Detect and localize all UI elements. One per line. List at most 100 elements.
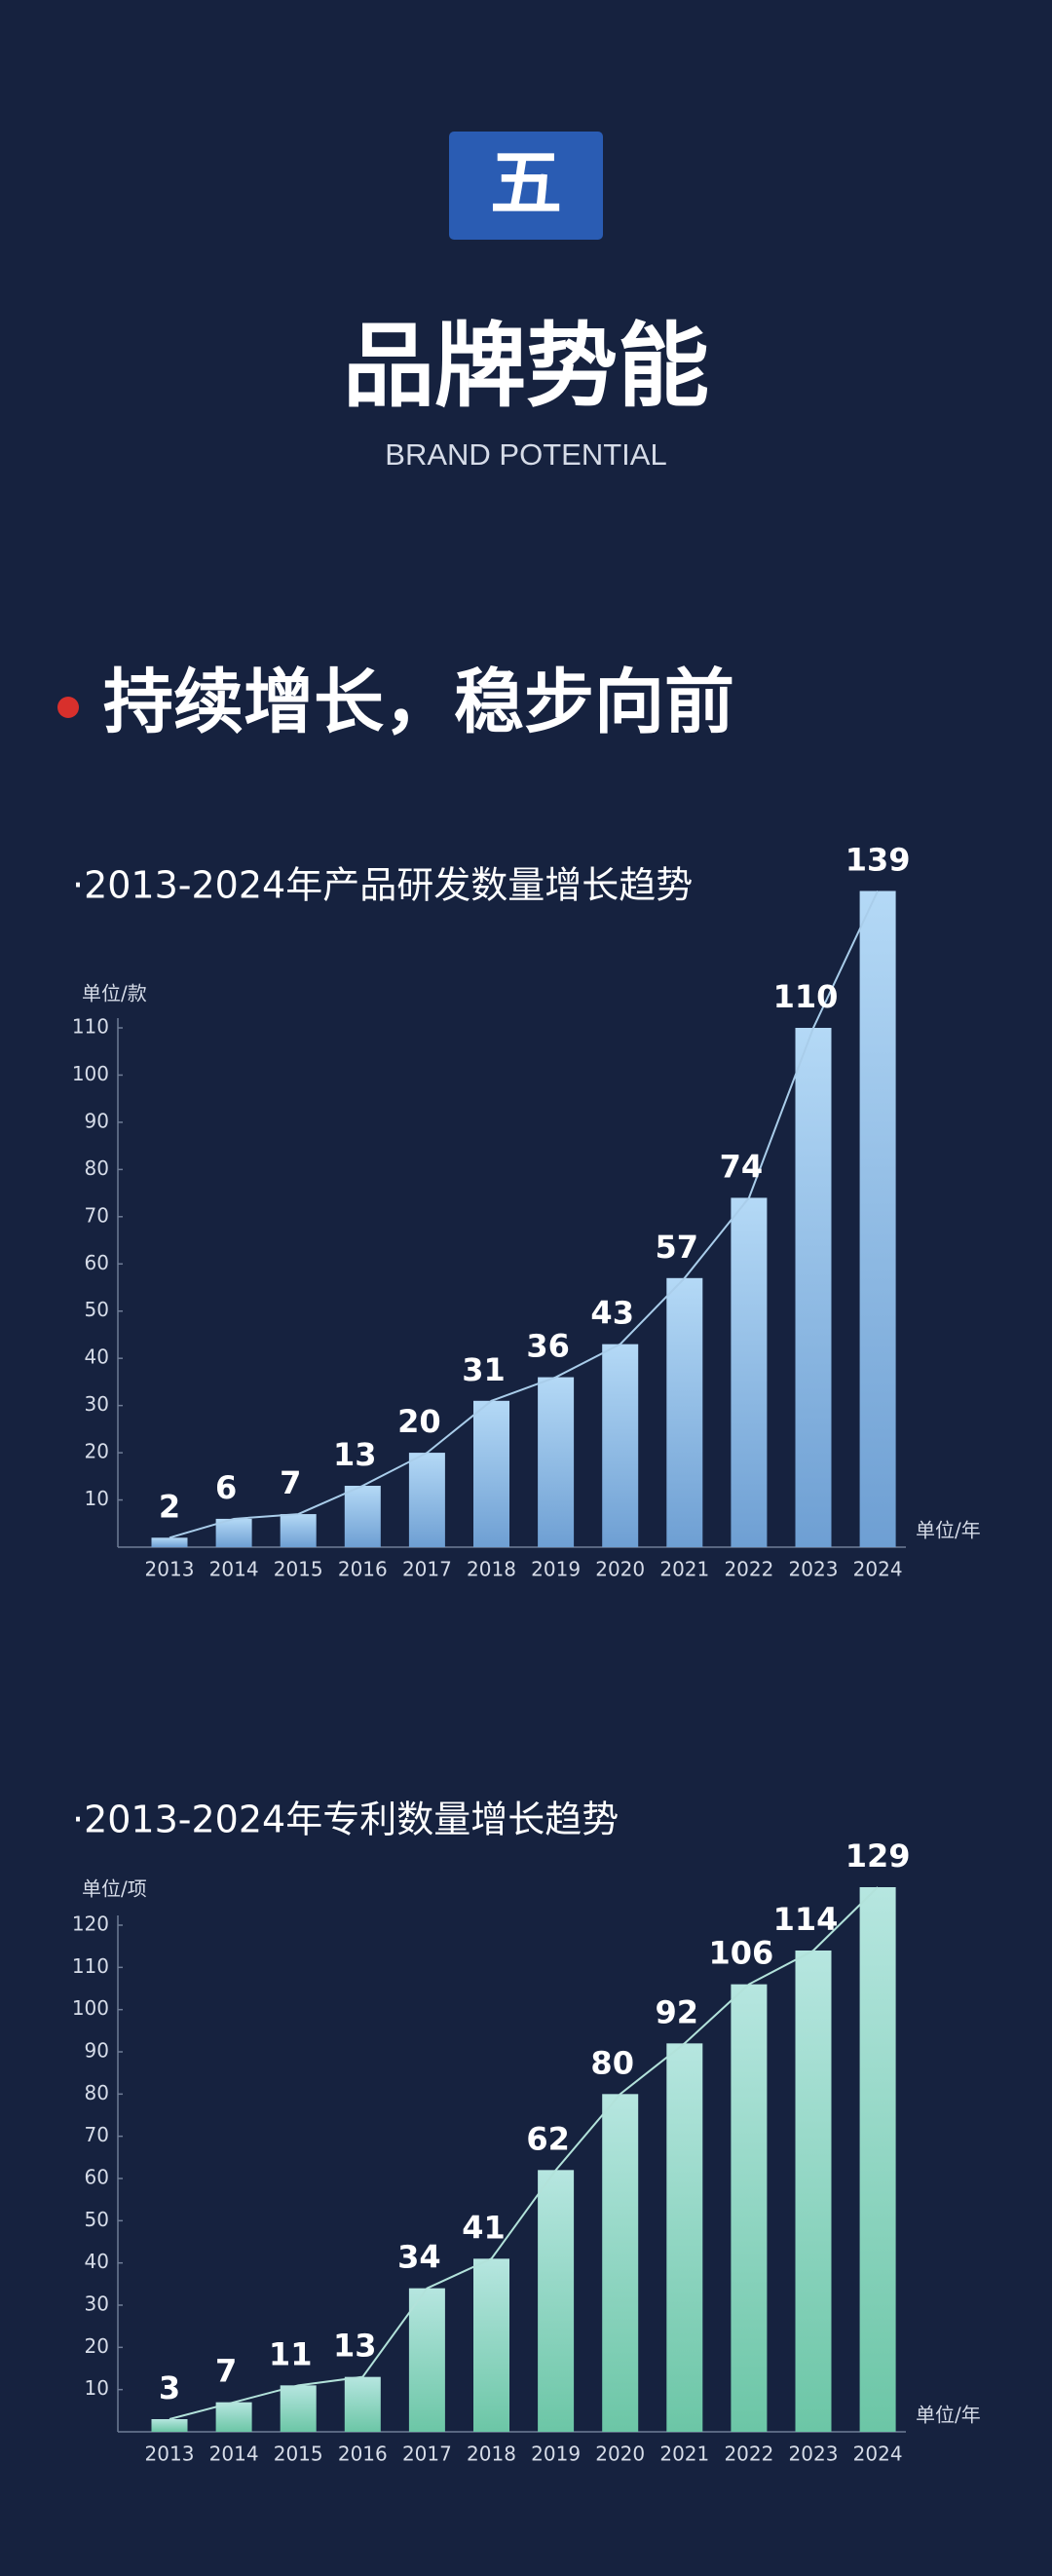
badge-box — [449, 132, 603, 240]
data-label: 106 — [709, 1935, 774, 1972]
x-tick-label: 2024 — [853, 1558, 903, 1581]
chart-title: ·2013-2024年专利数量增长趋势 — [72, 1799, 619, 1841]
data-label: 11 — [269, 2335, 313, 2372]
data-label: 139 — [845, 841, 911, 878]
x-tick-label: 2021 — [659, 1558, 709, 1581]
y-tick-label: 90 — [85, 2039, 109, 2063]
bar — [538, 2170, 575, 2432]
bar — [731, 1197, 768, 1547]
x-tick-label: 2020 — [595, 2443, 645, 2466]
data-label: 41 — [462, 2209, 506, 2246]
y-tick-label: 100 — [72, 1996, 109, 2020]
data-label: 7 — [280, 1464, 301, 1501]
x-tick-label: 2014 — [209, 1558, 259, 1581]
x-axis-label: 单位/年 — [916, 2404, 981, 2427]
data-label: 36 — [526, 1328, 570, 1365]
y-tick-label: 50 — [85, 1298, 109, 1321]
data-label: 92 — [656, 1993, 699, 2030]
y-tick-label: 110 — [72, 1015, 109, 1039]
x-tick-label: 2013 — [145, 2443, 195, 2466]
bar — [473, 2258, 509, 2432]
bar — [151, 2419, 188, 2432]
data-label: 34 — [397, 2239, 441, 2276]
x-tick-label: 2023 — [789, 2443, 839, 2466]
bar — [215, 2402, 252, 2432]
x-tick-label: 2017 — [402, 2443, 452, 2466]
y-tick-label: 30 — [85, 2292, 109, 2316]
x-tick-label: 2018 — [467, 1558, 516, 1581]
section-title: 持续增长，稳步向前 — [103, 662, 734, 743]
bar — [795, 1951, 832, 2432]
x-tick-label: 2022 — [724, 2443, 773, 2466]
data-label: 62 — [526, 2120, 570, 2157]
x-tick-label: 2019 — [531, 2443, 581, 2466]
chart-title: ·2013-2024年产品研发数量增长趋势 — [72, 864, 693, 907]
bar — [538, 1377, 575, 1547]
bar — [602, 1344, 639, 1547]
data-label: 114 — [773, 1901, 839, 1938]
data-label: 80 — [590, 2044, 634, 2081]
x-tick-label: 2019 — [531, 1558, 581, 1581]
data-label: 2 — [159, 1488, 180, 1525]
data-label: 6 — [215, 1469, 237, 1506]
bar — [859, 890, 896, 1547]
data-label: 43 — [590, 1295, 634, 1332]
data-label: 3 — [159, 2369, 180, 2406]
x-tick-label: 2013 — [145, 1558, 195, 1581]
x-tick-label: 2020 — [595, 1558, 645, 1581]
y-tick-label: 80 — [85, 2081, 109, 2104]
y-tick-label: 60 — [85, 1251, 109, 1274]
bar — [666, 1277, 703, 1547]
y-tick-label: 100 — [72, 1062, 109, 1085]
bar — [666, 2043, 703, 2432]
y-tick-label: 60 — [85, 2166, 109, 2189]
x-tick-label: 2024 — [853, 2443, 903, 2466]
x-tick-label: 2018 — [467, 2443, 516, 2466]
bar — [408, 1453, 445, 1547]
y-tick-label: 110 — [72, 1954, 109, 1978]
y-tick-label: 30 — [85, 1392, 109, 1416]
x-axis-label: 单位/年 — [916, 1519, 981, 1542]
x-tick-label: 2015 — [274, 1558, 323, 1581]
data-label: 13 — [333, 2328, 377, 2365]
data-label: 20 — [397, 1403, 441, 1440]
title: 品牌势能 — [343, 314, 709, 420]
y-tick-label: 50 — [85, 2208, 109, 2231]
bar — [473, 1400, 509, 1547]
data-label: 31 — [462, 1351, 506, 1388]
data-label: 13 — [333, 1436, 377, 1473]
x-tick-label: 2016 — [338, 1558, 388, 1581]
y-tick-label: 40 — [85, 1345, 109, 1369]
y-tick-label: 20 — [85, 1440, 109, 1463]
bar — [859, 1887, 896, 2432]
y-tick-label: 120 — [72, 1913, 109, 1936]
x-tick-label: 2017 — [402, 1558, 452, 1581]
trend-line — [169, 1886, 879, 2420]
bar — [344, 1486, 381, 1547]
y-tick-label: 10 — [85, 2376, 109, 2400]
y-tick-label: 10 — [85, 1487, 109, 1510]
bar — [280, 2385, 317, 2432]
x-tick-label: 2015 — [274, 2443, 323, 2466]
subtitle: BRAND POTENTIAL — [385, 437, 666, 472]
x-tick-label: 2022 — [724, 1558, 773, 1581]
bullet — [57, 697, 79, 718]
bar — [151, 1537, 188, 1547]
data-label: 57 — [656, 1229, 699, 1266]
y-tick-label: 80 — [85, 1156, 109, 1180]
data-label: 74 — [720, 1148, 764, 1185]
data-label: 7 — [215, 2353, 237, 2390]
bar — [215, 1518, 252, 1547]
x-tick-label: 2023 — [789, 1558, 839, 1581]
y-tick-label: 90 — [85, 1109, 109, 1132]
bar — [602, 2094, 639, 2432]
bar — [280, 1514, 317, 1547]
bar — [731, 1984, 768, 2432]
x-tick-label: 2021 — [659, 2443, 709, 2466]
y-tick-label: 40 — [85, 2250, 109, 2273]
badge: 五 — [490, 142, 562, 226]
y-tick-label: 70 — [85, 2123, 109, 2146]
x-tick-label: 2014 — [209, 2443, 259, 2466]
y-axis-label: 单位/项 — [82, 1877, 147, 1901]
